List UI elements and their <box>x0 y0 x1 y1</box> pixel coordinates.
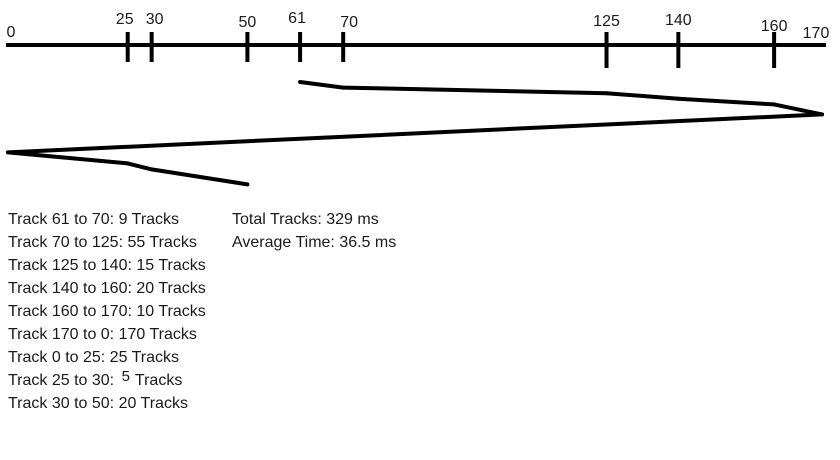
track-movement-count: 15 <box>136 257 155 274</box>
seek-segment-61-to-70 <box>298 80 346 90</box>
track-movement-range: Track 125 to 140: <box>8 257 137 274</box>
tick-label-125: 125 <box>593 13 620 30</box>
seek-segment-25-to-30 <box>125 161 154 172</box>
tick-label-160: 160 <box>761 18 788 35</box>
tick-label-0: 0 <box>7 24 16 41</box>
tick-label-170: 170 <box>803 25 830 42</box>
track-movement-count: 170 <box>118 326 146 343</box>
track-movement-count: 55 <box>127 234 146 251</box>
track-movement-range: Track 170 to 0: <box>8 326 119 343</box>
total-tracks-text: Total Tracks: 329 ms <box>232 211 379 228</box>
track-movement-item: Track 25 to 30: 5 Tracks <box>8 368 206 392</box>
track-movement-range: Track 30 to 50: <box>8 395 119 412</box>
track-movement-count: 5 <box>121 368 130 385</box>
track-movement-unit: Tracks <box>134 372 183 389</box>
track-movement-item: Track 140 to 160: 20 Tracks <box>8 277 206 300</box>
track-movement-range: Track 70 to 125: <box>8 234 128 251</box>
track-movement-count: 25 <box>109 349 128 366</box>
average-time-text: Average Time: 36.5 ms <box>232 234 397 251</box>
seek-segment-140-to-160 <box>676 96 777 107</box>
track-movement-unit: Tracks <box>154 280 206 297</box>
track-movement-item: Track 30 to 50: 20 Tracks <box>8 392 206 415</box>
tick-label-25: 25 <box>116 11 134 28</box>
tick-label-70: 70 <box>340 14 358 31</box>
summary-block: Total Tracks: 329 ms Average Time: 36.5 … <box>232 208 396 254</box>
track-movement-count: 10 <box>136 303 155 320</box>
track-movement-range: Track 25 to 30: <box>8 372 119 389</box>
seek-segment-125-to-140 <box>604 91 681 101</box>
track-movement-unit: Tracks <box>127 211 180 228</box>
track-movement-range: Track 0 to 25: <box>8 349 110 366</box>
tick-label-61: 61 <box>288 10 306 27</box>
track-movement-range: Track 160 to 170: <box>8 303 137 320</box>
seek-segment-0-to-25 <box>6 150 130 166</box>
seek-path <box>6 80 824 187</box>
track-movement-count: 20 <box>136 280 155 297</box>
track-movement-item: Track 70 to 125: 55 Tracks <box>8 231 206 254</box>
track-movement-item: Track 125 to 140: 15 Tracks <box>8 254 206 277</box>
track-movement-unit: Tracks <box>145 234 197 251</box>
seek-segment-70-to-125 <box>341 85 609 96</box>
track-movement-unit: Tracks <box>154 257 206 274</box>
track-movement-unit: Tracks <box>127 349 180 366</box>
tick-label-50: 50 <box>239 14 257 31</box>
track-movement-item: Track 61 to 70: 9 Tracks <box>8 208 206 231</box>
track-movement-item: Track 160 to 170: 10 Tracks <box>8 300 206 323</box>
axis-tick-labels: 0 25 30 50 61 70 125 140 160 170 <box>7 10 830 42</box>
seek-segment-30-to-50 <box>149 167 250 187</box>
seek-segment-160-to-170 <box>772 102 824 117</box>
track-movement-item: Track 170 to 0: 170 Tracks <box>8 323 206 346</box>
track-movement-unit: Tracks <box>154 303 206 320</box>
seek-segment-170-to-0 <box>6 112 824 155</box>
track-movement-unit: Tracks <box>136 395 188 412</box>
track-movement-list: Track 61 to 70: 9 Tracks Track 70 to 125:… <box>8 208 206 415</box>
tick-label-30: 30 <box>146 11 164 28</box>
track-movement-item: Track 0 to 25: 25 Tracks <box>8 346 206 369</box>
track-movement-range: Track 140 to 160: <box>8 280 137 297</box>
tick-label-140: 140 <box>665 12 692 29</box>
track-movement-count: 9 <box>118 211 128 228</box>
axis-ticks <box>125 32 777 68</box>
track-movement-range: Track 61 to 70: <box>8 211 119 228</box>
track-movement-count: 20 <box>118 395 137 412</box>
track-movement-unit: Tracks <box>145 326 197 343</box>
